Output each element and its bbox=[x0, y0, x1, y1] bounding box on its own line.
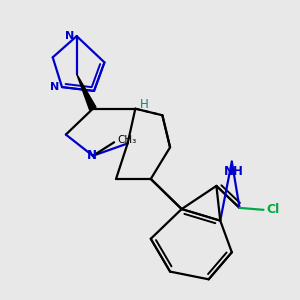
Text: CH₃: CH₃ bbox=[117, 135, 136, 145]
Text: Cl: Cl bbox=[267, 203, 280, 216]
Text: N: N bbox=[87, 148, 97, 161]
Text: N: N bbox=[65, 31, 75, 41]
Text: NH: NH bbox=[224, 165, 244, 178]
Polygon shape bbox=[77, 74, 96, 110]
Text: N: N bbox=[50, 82, 60, 92]
Text: H: H bbox=[140, 98, 148, 111]
